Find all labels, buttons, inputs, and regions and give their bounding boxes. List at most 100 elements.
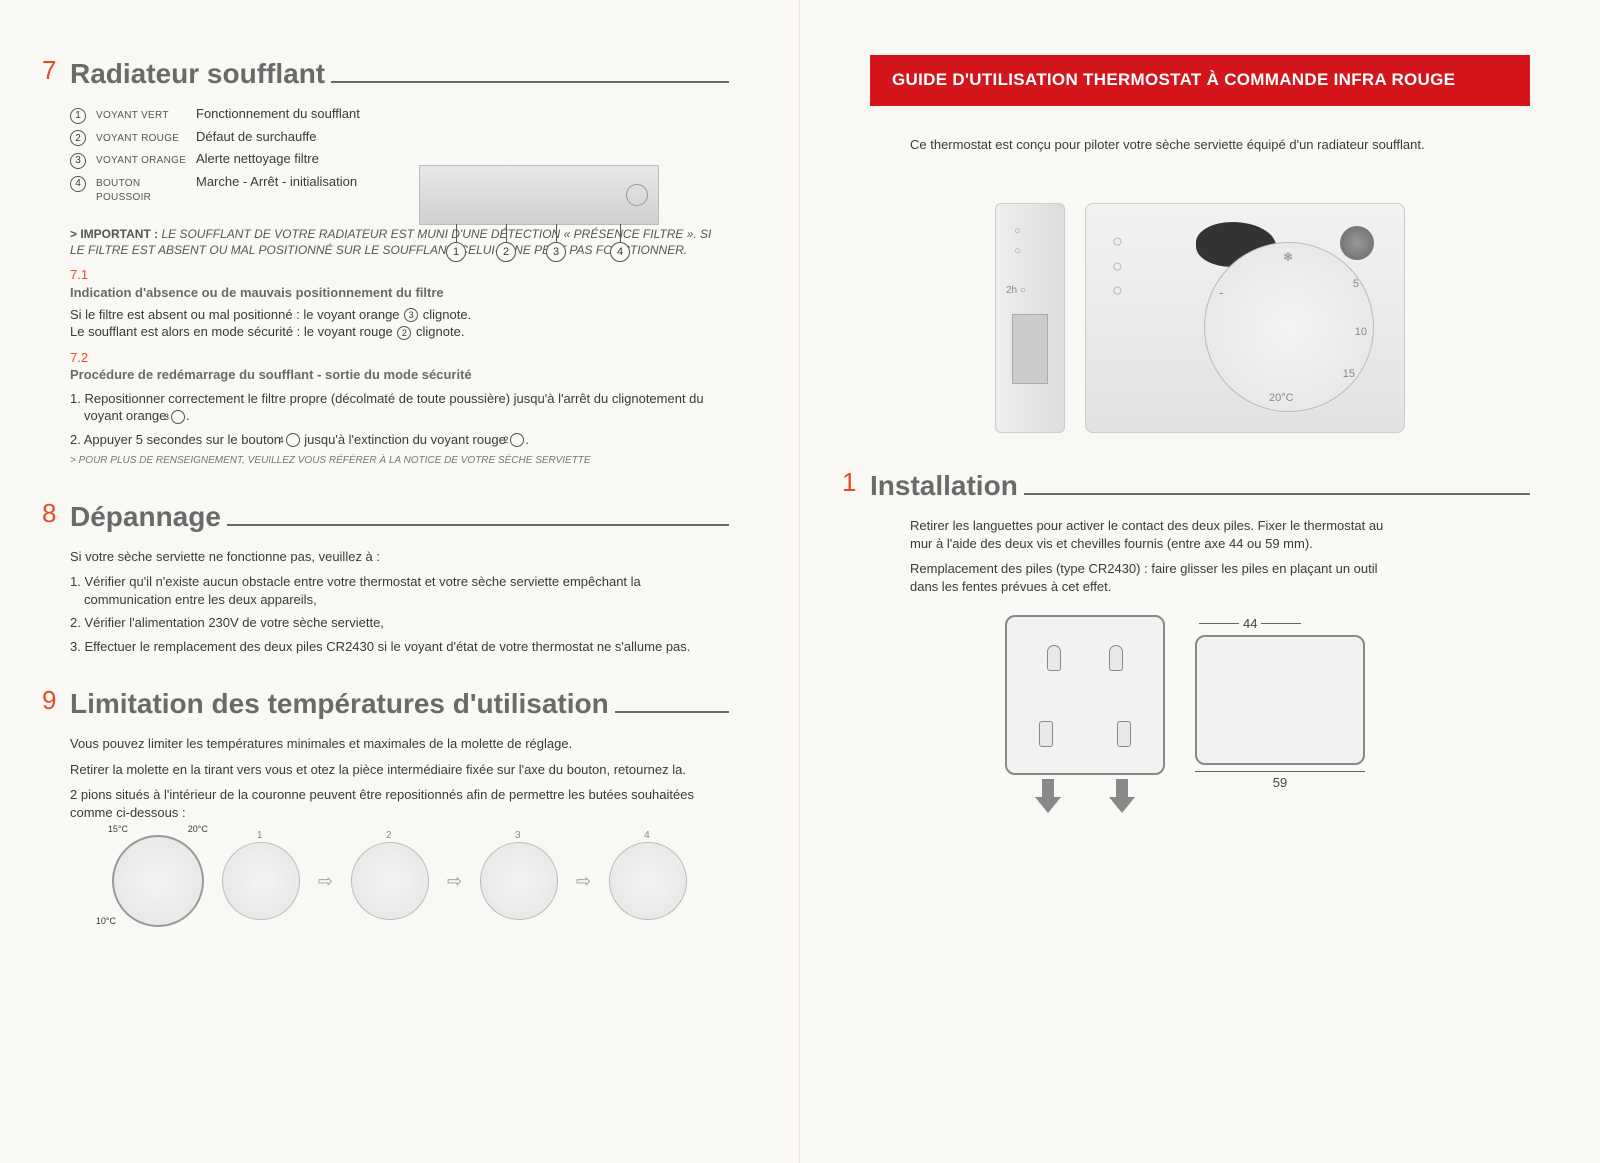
indicator-label: VOYANT VERT [96,109,196,123]
section-9: 9 Limitation des températures d'utilisat… [70,685,729,927]
indicator-desc: Défaut de surchauffe [196,128,316,146]
indicator-num: 4 [70,176,86,192]
arrow-down-icon [1109,779,1135,815]
indicator-label: BOUTON POUSSOIR [96,177,196,204]
page-right: GUIDE D'UTILISATION THERMOSTAT À COMMAND… [800,0,1600,1163]
title-rule [615,711,729,713]
important-note: > IMPORTANT : LE SOUFFLANT DE VOTRE RADI… [70,226,729,258]
dimension-bottom: 59 [1195,771,1365,792]
ref-4: 4 [286,433,300,447]
footnote: > POUR PLUS DE RENSEIGNEMENT, VEUILLEZ V… [70,454,729,468]
dial-mark: 10 [1355,325,1367,340]
power-icon [626,184,648,206]
back-plate [1005,615,1165,775]
body-text: Remplacement des piles (type CR2430) : f… [910,560,1390,595]
title-rule [1024,493,1530,495]
side-indicator: ○ [1014,244,1021,259]
temperature-dial: ❄ 5 10 15 20°C - [1204,242,1374,412]
ref-2: 2 [510,433,524,447]
control-panel-illustration: 1 2 3 4 [419,165,659,225]
dial-mark: 15 [1343,367,1355,382]
dial-mark: - [1219,283,1224,302]
guide-banner: GUIDE D'UTILISATION THERMOSTAT À COMMAND… [870,55,1530,106]
title-rule [331,81,729,83]
body-text: Retirer la molette en la tirant vers vou… [70,761,729,779]
title-rule [227,524,729,526]
section-number: 8 [42,496,56,531]
dial-mark: 20°C [1269,391,1294,406]
sensor-lens [1340,226,1374,260]
troubleshoot-step: 3. Effectuer le remplacement des deux pi… [70,638,729,656]
body-text: Vous pouvez limiter les températures min… [70,735,729,753]
step-2: 2. Appuyer 5 secondes sur le bouton 4 ju… [70,431,729,449]
section-title: Dépannage [70,498,729,536]
subsection-number: 7.2 [70,349,729,367]
indicator-desc: Marche - Arrêt - initialisation [196,173,357,191]
battery-slot [1039,721,1053,747]
temp-label: 15°C [108,823,128,835]
step-dial: 3 [480,842,558,920]
arrow-down-icon [1035,779,1061,815]
step-dial: 1 [222,842,300,920]
arrow-icon: ⇨ [576,869,591,893]
indicator-num: 1 [70,108,86,124]
step-dial: 4 [609,842,687,920]
body-text: Retirer les languettes pour activer le c… [910,517,1390,552]
callout-3: 3 [546,242,566,262]
dial-sequence-illustration: 15°C 20°C 10°C 1 ⇨ 2 ⇨ 3 ⇨ 4 [70,835,729,927]
screw-slot [1047,645,1061,671]
callout-2: 2 [496,242,516,262]
ref-3: 3 [404,308,418,322]
dial-mark: ❄ [1283,249,1293,265]
section-7: 7 Radiateur soufflant 1 VOYANT VERT Fonc… [70,55,729,468]
section-8: 8 Dépannage Si votre sèche serviette ne … [70,498,729,656]
body-text: Si le filtre est absent ou mal positionn… [70,306,729,341]
temp-label: 10°C [96,915,116,927]
battery-slot [1117,721,1131,747]
indicator-desc: Alerte nettoyage filtre [196,150,319,168]
section-number: 9 [42,683,56,718]
page-left: 7 Radiateur soufflant 1 VOYANT VERT Fonc… [0,0,800,1163]
led-indicators: ○○○ [1112,229,1123,302]
arrow-icon: ⇨ [318,869,333,893]
indicator-label: VOYANT ORANGE [96,154,196,168]
indicator-row: 2 VOYANT ROUGE Défaut de surchauffe [70,128,490,147]
device-outline [1195,635,1365,765]
indicator-num: 3 [70,153,86,169]
section-title-text: Limitation des températures d'utilisatio… [70,685,609,723]
troubleshoot-step: 2. Vérifier l'alimentation 230V de votre… [70,614,729,632]
section-number: 7 [42,53,56,88]
thermostat-front-view: ○○○ ❄ 5 10 15 20°C - [1085,203,1405,433]
section-number: 1 [842,465,856,500]
slider-icon [1012,314,1048,384]
intro-text: Ce thermostat est conçu pour piloter vot… [910,136,1530,154]
body-text: 2 pions situés à l'intérieur de la couro… [70,786,729,821]
thermostat-side-view: ○ ○ 2h ○ [995,203,1065,433]
section-title-text: Dépannage [70,498,221,536]
side-indicator: ○ [1014,224,1021,239]
step-dial: 2 [351,842,429,920]
intro-text: Si votre sèche serviette ne fonctionne p… [70,548,729,566]
section-title: Installation [870,467,1530,505]
indicator-label: VOYANT ROUGE [96,132,196,146]
callout-1: 1 [446,242,466,262]
section-1: 1 Installation Retirer les languettes po… [870,467,1530,792]
section-title-text: Radiateur soufflant [70,55,325,93]
dimensions-diagram: 44 59 [1195,615,1395,792]
subsection-title: Procédure de redémarrage du soufflant - … [70,366,729,384]
step-1: 1. Repositionner correctement le filtre … [70,390,729,425]
dial-mark: 5 [1353,277,1359,292]
ref-3: 3 [171,410,185,424]
section-title: Limitation des températures d'utilisatio… [70,685,729,723]
important-label: > IMPORTANT : [70,227,158,241]
subsection-title: Indication d'absence ou de mauvais posit… [70,284,729,302]
main-dial: 15°C 20°C 10°C [112,835,204,927]
ref-2: 2 [397,326,411,340]
mounting-illustration: 44 59 [870,615,1530,792]
arrow-icon: ⇨ [447,869,462,893]
thermostat-illustration: ○ ○ 2h ○ ○○○ ❄ 5 10 15 20°C - [870,173,1530,433]
screw-slot [1109,645,1123,671]
indicator-num: 2 [70,130,86,146]
troubleshoot-step: 1. Vérifier qu'il n'existe aucun obstacl… [70,573,729,608]
section-title-text: Installation [870,467,1018,505]
